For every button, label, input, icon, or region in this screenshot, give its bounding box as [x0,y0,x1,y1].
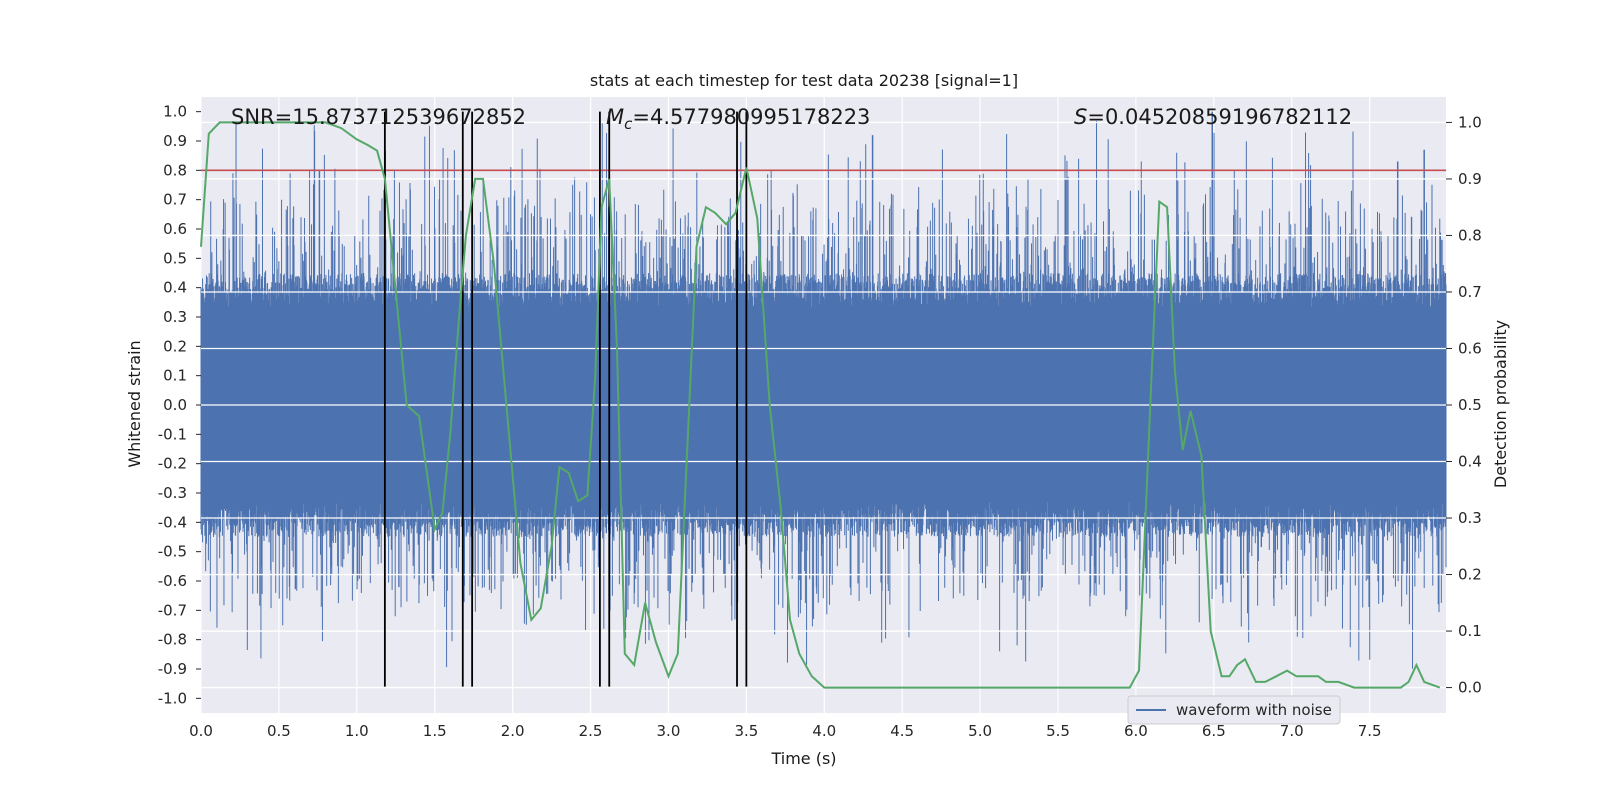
s-annotation: S=0.04520859196782112 [1074,105,1352,129]
x-tick-label: 0.0 [189,722,213,740]
x-tick-label: 5.0 [968,722,992,740]
y-tick-label: 0.4 [163,279,187,297]
s-value: =0.04520859196782112 [1087,105,1352,129]
y2-tick-label: 0.9 [1458,170,1482,188]
y2-tick-label: 0.5 [1458,396,1482,414]
y-axis-ticks: 1.0 0.9 0.8 0.7 0.6 0.5 0.4 0.3 0.2 0.1 0.0 -0.1 -0.… [158,103,201,707]
mc-symbol: M [606,105,624,129]
legend-box [1127,695,1341,725]
y2-axis-label: Detection probability [1491,320,1510,488]
y-tick-label: 0.6 [163,220,187,238]
legend: waveform with noise [1127,695,1341,725]
y-axis-label: Whitened strain [125,340,144,467]
waveform-series [200,111,1447,689]
y2-tick-label: 1.0 [1458,113,1482,131]
y2-tick-label: 0.0 [1458,679,1482,697]
x-tick-label: 2.0 [501,722,525,740]
y-tick-label: -0.7 [158,601,187,619]
y2-axis-ticks: 1.0 0.9 0.8 0.7 0.6 0.5 0.4 0.3 0.2 0.1 0.0 [1446,113,1482,697]
x-tick-label: 4.0 [812,722,836,740]
y-tick-label: -1.0 [158,689,187,707]
y-tick-label: -0.9 [158,660,187,678]
legend-label: waveform with noise [1176,701,1332,719]
y2-tick-label: 0.8 [1458,226,1482,244]
y-tick-label: -0.6 [158,572,187,590]
x-axis-ticks: 0.0 0.5 1.0 1.5 2.0 2.5 3.0 3.5 4.0 4.5 5.0 5.5 6.0 6… [189,722,1382,740]
y2-tick-label: 0.7 [1458,283,1482,301]
y2-tick-label: 0.1 [1458,622,1482,640]
x-tick-label: 1.0 [345,722,369,740]
x-tick-label: 6.5 [1202,722,1226,740]
x-tick-label: 3.0 [657,722,681,740]
y2-tick-label: 0.6 [1458,339,1482,357]
y2-tick-label: 0.3 [1458,509,1482,527]
x-tick-label: 7.5 [1358,722,1382,740]
snr-annotation: SNR=15.873712539672852 [231,105,526,129]
y2-tick-label: 0.2 [1458,566,1482,584]
mc-value: =4.577980995178223 [632,105,870,129]
y2-tick-label: 0.4 [1458,453,1482,471]
y-tick-label: 0.0 [163,396,187,414]
x-axis-label: Time (s) [770,749,836,768]
y-tick-label: -0.8 [158,631,187,649]
chart-title: stats at each timestep for test data 202… [590,71,1018,90]
waveform-noise [200,121,1447,669]
x-tick-label: 2.5 [579,722,603,740]
x-tick-label: 6.0 [1124,722,1148,740]
y-tick-label: 0.8 [163,161,187,179]
y-tick-label: 0.9 [163,132,187,150]
y-tick-label: 0.1 [163,367,187,385]
x-tick-label: 0.5 [267,722,291,740]
x-tick-label: 4.5 [890,722,914,740]
y-tick-label: 0.7 [163,191,187,209]
y-tick-label: -0.3 [158,484,187,502]
x-tick-label: 1.5 [423,722,447,740]
s-symbol: S [1074,105,1087,129]
trigger-markers [383,111,748,687]
chirp-mass-annotation: Mc=4.577980995178223 [606,105,870,133]
mc-subscript: c [624,115,633,133]
y-tick-label: -0.4 [158,513,187,531]
y-tick-label: -0.1 [158,425,187,443]
y-tick-label: 0.3 [163,308,187,326]
y-tick-label: -0.5 [158,543,187,561]
probability-series [200,121,1441,689]
x-tick-label: 3.5 [734,722,758,740]
y-tick-label: -0.2 [158,455,187,473]
y-tick-label: 0.5 [163,249,187,267]
y-tick-label: 0.2 [163,337,187,355]
x-tick-label: 5.5 [1046,722,1070,740]
x-tick-label: 7.0 [1280,722,1304,740]
y-tick-label: 1.0 [163,103,187,121]
